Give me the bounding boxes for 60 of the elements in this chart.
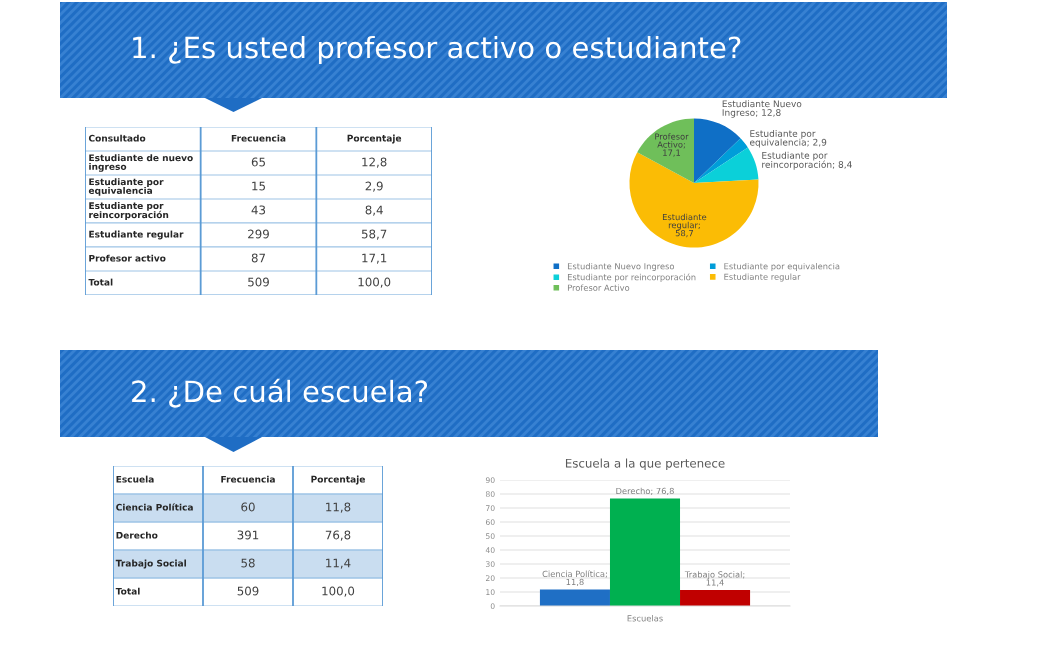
text: 391: [237, 530, 259, 540]
text: 509: [248, 277, 269, 287]
legend-label: Estudiante regular: [724, 273, 801, 282]
text: Estudiante por reincorporación: [89, 202, 169, 220]
data-label: Estudiante por reincorporación; 8,4: [762, 151, 852, 170]
text: 43: [251, 205, 266, 215]
bar: [609, 498, 681, 606]
data-label: Estudiante Nuevo Ingreso; 12,8: [722, 100, 802, 118]
text: 1. ¿Es usted profesor activo o estudiante?: [133, 35, 741, 65]
text: Frecuencia: [231, 134, 286, 142]
data-label: Estudiante regular; 58,7: [662, 213, 707, 238]
text: Total: [88, 278, 113, 286]
text: Derecho: [116, 531, 158, 539]
text: Porcentaje: [347, 134, 402, 144]
text: Total: [115, 587, 140, 595]
text: Trabajo Social: [115, 559, 186, 569]
text: 12,8: [362, 157, 387, 168]
text: 100,0: [358, 277, 391, 288]
text: Consultado: [88, 134, 146, 142]
bar: [680, 590, 751, 606]
text: 58,7: [361, 229, 387, 240]
text: 60: [241, 502, 255, 512]
text: Escuela: [116, 475, 154, 483]
text: Estudiante por equivalencia: [88, 178, 164, 196]
pie-slice: [637, 118, 694, 183]
bar: [539, 589, 610, 606]
data-label: Ciencia Política; 11,8: [542, 570, 607, 586]
text: Ciencia Política: [116, 503, 193, 511]
text: 100,0: [322, 586, 355, 597]
text: 15: [252, 181, 265, 191]
pie-slice: [694, 118, 741, 183]
text: 58: [241, 558, 255, 568]
text: 2,9: [365, 181, 383, 192]
text: Estudiante de nuevo ingreso: [89, 154, 193, 172]
data-label: Estudiante por equivalencia; 2,9: [749, 129, 827, 148]
pie-slice: [694, 138, 748, 183]
text: 76,8: [325, 530, 351, 541]
chart-title: Escuela a la que pertenece: [565, 458, 725, 470]
legend-label: Estudiante por equivalencia: [724, 262, 840, 271]
text: Frecuencia: [221, 475, 275, 483]
text: 11,8: [326, 502, 351, 513]
text: 8,4: [365, 205, 383, 216]
text: 11,4: [326, 558, 351, 569]
text: Porcentaje: [311, 475, 365, 485]
data-label: Profesor Activo; 17,1: [655, 133, 689, 157]
text: 17,1: [362, 253, 387, 264]
text: 2. ¿De cuál escuela?: [132, 378, 428, 408]
text: 65: [251, 157, 265, 167]
data-label: Trabajo Social; 11,4: [684, 571, 745, 587]
x-axis-title: Escuelas: [627, 615, 663, 622]
pie-slice: [694, 147, 759, 183]
text: 509: [237, 586, 259, 596]
legend-label: Estudiante por reincorporación: [567, 273, 696, 282]
data-label: Derecho; 76,8: [616, 487, 674, 495]
text: Profesor activo: [89, 254, 166, 262]
legend-label: Profesor Activo: [567, 284, 630, 291]
text: 87: [251, 253, 265, 263]
text: 299: [248, 229, 269, 239]
text: Estudiante regular: [89, 230, 184, 240]
legend-label: Estudiante Nuevo Ingreso: [567, 262, 675, 271]
